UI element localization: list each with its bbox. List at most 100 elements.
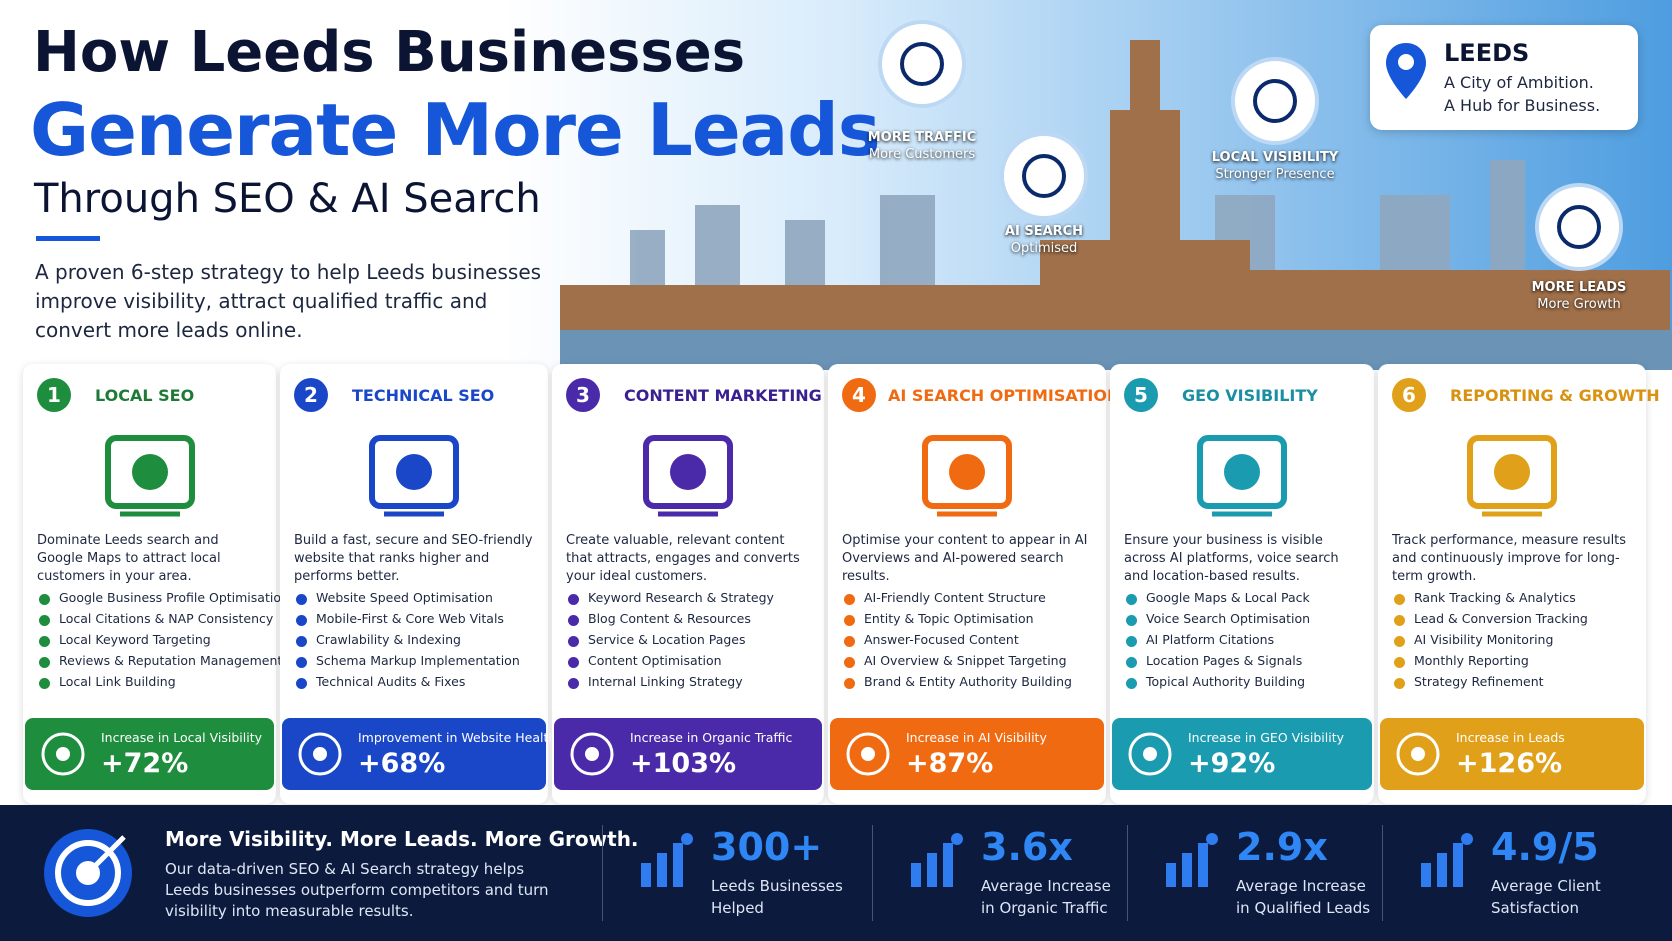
target-icon (44, 829, 132, 917)
stat-icon (1394, 730, 1442, 782)
step-item: Strategy Refinement (1414, 674, 1544, 689)
footer-stat-value: 3.6x (981, 825, 1073, 869)
stat-value: +103% (630, 748, 737, 779)
step-title: LOCAL SEO (95, 386, 195, 405)
location-name: LEEDS (1444, 39, 1530, 67)
bullet (39, 657, 50, 668)
bullet (39, 678, 50, 689)
bullet (1394, 615, 1405, 626)
bullet (844, 594, 855, 605)
title-line1: How Leeds Businesses (33, 20, 746, 85)
bullet (568, 615, 579, 626)
step-item: Location Pages & Signals (1146, 653, 1303, 668)
step-icon (907, 422, 1027, 526)
step-item: Google Business Profile Optimisation (59, 590, 289, 605)
footer-text: Our data-driven SEO & AI Search strategy… (165, 860, 549, 920)
step-number: 6 (1392, 378, 1426, 412)
footer-stat-value: 2.9x (1236, 825, 1328, 869)
stat-icon (296, 730, 344, 782)
step-title: GEO VISIBILITY (1182, 386, 1318, 405)
step-title: TECHNICAL SEO (352, 386, 495, 405)
footer-stat-value: 4.9/5 (1491, 825, 1599, 869)
step-number: 5 (1124, 378, 1158, 412)
step-item: Schema Markup Implementation (316, 653, 520, 668)
step-description: Track performance, measure results and c… (1392, 533, 1627, 584)
bullet (1394, 636, 1405, 647)
badge-subtitle: More Customers (868, 147, 976, 162)
step-item: Brand & Entity Authority Building (864, 674, 1072, 689)
bullet (39, 615, 50, 626)
step-item: Topical Authority Building (1146, 674, 1306, 689)
bullet (296, 678, 307, 689)
footer-stat-label: Average Increase in Organic Traffic (981, 877, 1111, 917)
badge-title: MORE TRAFFIC (867, 130, 977, 145)
bullet (568, 657, 579, 668)
stat-box: Improvement in Website Health +68% (282, 718, 556, 790)
step-item: Website Speed Optimisation (316, 590, 493, 605)
step-item: Service & Location Pages (588, 632, 746, 647)
bullet (1394, 678, 1405, 689)
step-card: 5 GEO VISIBILITY Ensure your business is v… (1110, 364, 1374, 804)
footer: More Visibility. More Leads. More Growth… (0, 805, 1672, 941)
step-item: Google Maps & Local Pack (1146, 590, 1310, 605)
step-description: Build a fast, secure and SEO-friendly we… (294, 533, 533, 584)
step-description: Dominate Leeds search and Google Maps to… (37, 533, 221, 584)
footer-stat-icon (1415, 829, 1479, 897)
bullet (568, 678, 579, 689)
stat-box: Increase in Organic Traffic +103% (554, 718, 822, 790)
bullet (1126, 615, 1137, 626)
pin-icon (1386, 43, 1426, 99)
bullet (39, 636, 50, 647)
stat-box: Increase in Local Visibility +72% (25, 718, 274, 790)
stat-label: Increase in GEO Visibility (1188, 730, 1345, 745)
step-title: CONTENT MARKETING (624, 386, 822, 405)
step-number: 1 (37, 378, 71, 412)
badge-icon (1000, 132, 1088, 224)
step-item: Rank Tracking & Analytics (1414, 590, 1576, 605)
bullet (39, 594, 50, 605)
step-card: 6 REPORTING & GROWTH Track performance, me… (1378, 364, 1660, 804)
step-item: Local Citations & NAP Consistency (59, 611, 274, 626)
stat-icon (844, 730, 892, 782)
stat-label: Increase in Organic Traffic (630, 730, 793, 745)
badge-title: AI SEARCH (1004, 224, 1084, 239)
stat-icon (568, 730, 616, 782)
stat-icon (1126, 730, 1174, 782)
stat-box: Increase in AI Visibility +87% (830, 718, 1104, 790)
bullet (844, 636, 855, 647)
badge-icon (1231, 57, 1319, 149)
stat-value: +92% (1188, 748, 1276, 779)
footer-stat-label: Average Client Satisfaction (1491, 877, 1601, 917)
step-icon (628, 422, 748, 526)
footer-stat-label: Average Increase in Qualified Leads (1236, 877, 1371, 917)
stat-value: +126% (1456, 748, 1563, 779)
step-item: Local Keyword Targeting (59, 632, 211, 647)
badge-title: MORE LEADS (1531, 280, 1627, 295)
footer-headline: More Visibility. More Leads. More Growth… (165, 827, 639, 851)
location-box: LEEDS A City of Ambition. A Hub for Busi… (1370, 25, 1638, 130)
title-line3: Through SEO & AI Search (34, 176, 541, 222)
badge-icon (878, 20, 966, 112)
divider (1382, 825, 1383, 921)
badge-subtitle: Optimised (1010, 241, 1078, 256)
badge-title: LOCAL VISIBILITY (1211, 150, 1339, 165)
bullet (568, 594, 579, 605)
bullet (844, 615, 855, 626)
location-line: A Hub for Business. (1444, 96, 1601, 115)
stat-value: +68% (358, 748, 446, 779)
bullet (844, 678, 855, 689)
step-title: REPORTING & GROWTH (1450, 386, 1660, 405)
stat-label: Increase in Local Visibility (101, 730, 262, 745)
step-item: Content Optimisation (588, 653, 722, 668)
bullet (296, 636, 307, 647)
step-title: AI SEARCH OPTIMISATION (888, 386, 1121, 405)
step-card: 2 TECHNICAL SEO Build a fast, secure and S… (280, 364, 556, 804)
step-icon (354, 422, 474, 526)
step-number: 3 (566, 378, 600, 412)
step-icon (1452, 422, 1572, 526)
bullet (844, 657, 855, 668)
step-item: Local Link Building (59, 674, 176, 689)
bullet (568, 636, 579, 647)
bullet (1126, 657, 1137, 668)
